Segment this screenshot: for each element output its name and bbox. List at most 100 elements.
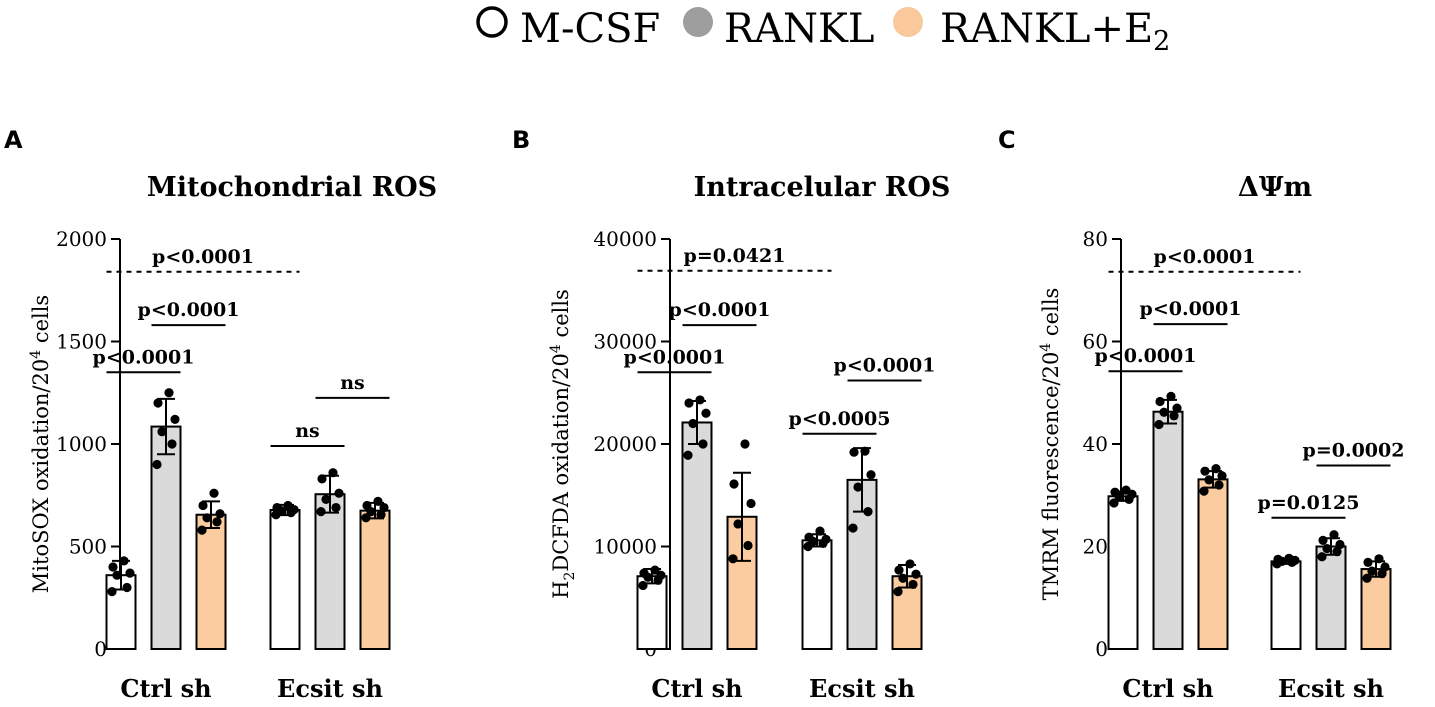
data-point (1329, 530, 1339, 540)
data-point (198, 500, 208, 511)
y-axis-label-c: TMRM fluorescence/204 cells (1038, 288, 1063, 601)
data-point (656, 570, 666, 580)
data-point (107, 587, 117, 597)
data-point (170, 414, 180, 424)
data-point (209, 488, 219, 498)
bar-e2 (195, 513, 227, 650)
x-category-label: Ecsit sh (809, 674, 915, 703)
data-point (272, 502, 282, 513)
data-point (197, 525, 207, 535)
data-point (1154, 419, 1164, 430)
bar-rankl (1152, 410, 1184, 650)
data-point (361, 513, 371, 523)
legend: M-CSF RANKL RANKL+E2 (476, 6, 1170, 57)
data-point (729, 479, 739, 489)
panel-title-a: Mitochondrial ROS (147, 172, 437, 203)
significance-label: p=0.0002 (1303, 440, 1405, 462)
y-tick-label: 1500 (56, 330, 107, 354)
data-point (1363, 557, 1373, 567)
data-point (376, 510, 386, 520)
data-point (321, 494, 331, 504)
data-point (1211, 464, 1221, 474)
y-tick-label: 0 (94, 637, 107, 661)
panel-c: C ΔΨm TMRM fluorescence/204 cells 0 20 40 6… (998, 126, 1404, 703)
data-point (821, 534, 831, 544)
y-tick-label: 80 (1083, 227, 1108, 251)
bar-mcsf (1270, 560, 1302, 650)
bar-mcsf (1107, 495, 1139, 650)
y-tick-label: 500 (69, 535, 107, 559)
data-point (815, 526, 825, 536)
legend-marker-mcsf (476, 6, 508, 38)
data-point (740, 439, 750, 449)
data-point (866, 470, 876, 480)
data-point (893, 587, 903, 597)
data-point (283, 500, 293, 511)
data-point (108, 562, 118, 572)
bar-rankl (1315, 545, 1347, 650)
data-point (334, 488, 344, 498)
data-point (638, 580, 648, 591)
y-tick-label: 40000 (593, 227, 657, 251)
panel-letter-a: A (4, 126, 23, 154)
legend-label-mcsf: M-CSF (520, 6, 660, 52)
significance-label: p=0.0421 (684, 245, 786, 267)
significance-label: p<0.0001 (152, 246, 254, 268)
data-point (362, 500, 372, 511)
y-tick-label: 20000 (593, 432, 657, 456)
data-point (1200, 466, 1210, 476)
panel-a: A Mitochondrial ROS MitoSOX oxidation/20… (4, 126, 437, 703)
data-point (157, 427, 167, 437)
data-point (1199, 486, 1209, 496)
y-tick-label: 30000 (593, 330, 657, 354)
significance-label: ns (340, 372, 365, 394)
data-point (1335, 539, 1345, 550)
data-point (1367, 566, 1377, 576)
data-point (215, 509, 225, 519)
data-point (1284, 553, 1294, 563)
data-point (1322, 543, 1332, 554)
data-point (317, 474, 327, 484)
panel-letter-b: B (512, 126, 530, 154)
data-point (1109, 498, 1119, 508)
data-point (863, 507, 873, 517)
data-point (860, 446, 870, 456)
data-point (1217, 471, 1227, 481)
data-point (746, 498, 756, 509)
data-point (1121, 485, 1131, 495)
data-point (639, 568, 649, 578)
data-point (1362, 573, 1372, 583)
data-point (1155, 396, 1165, 407)
x-category-label: Ctrl sh (651, 674, 742, 703)
data-point (379, 502, 389, 513)
legend-label-e2: RANKL+E2 (940, 6, 1170, 57)
data-point (849, 447, 859, 457)
significance-label: ns (295, 420, 320, 442)
data-point (905, 559, 915, 569)
data-point (908, 579, 918, 590)
data-point (164, 388, 174, 398)
x-category-label: Ctrl sh (1122, 674, 1213, 703)
panel-letter-c: C (998, 126, 1016, 154)
data-point (153, 398, 163, 408)
data-point (848, 523, 858, 533)
data-point (650, 565, 660, 575)
data-point (373, 496, 383, 506)
data-point (328, 468, 338, 478)
data-point (853, 482, 863, 492)
data-point (1332, 547, 1342, 557)
data-point (1110, 487, 1120, 497)
bar-rankl (150, 425, 182, 651)
panel-title-c: ΔΨm (1238, 172, 1312, 203)
data-point (804, 532, 814, 542)
y-tick-label: 10000 (593, 535, 657, 559)
data-point (167, 439, 177, 449)
data-point (1172, 403, 1182, 413)
data-point (688, 418, 698, 429)
data-point (152, 459, 162, 470)
y-tick-label: 1000 (56, 432, 107, 456)
data-point (898, 573, 908, 583)
data-point (331, 502, 341, 513)
data-point (119, 556, 129, 566)
legend-marker-rankl (683, 7, 713, 37)
